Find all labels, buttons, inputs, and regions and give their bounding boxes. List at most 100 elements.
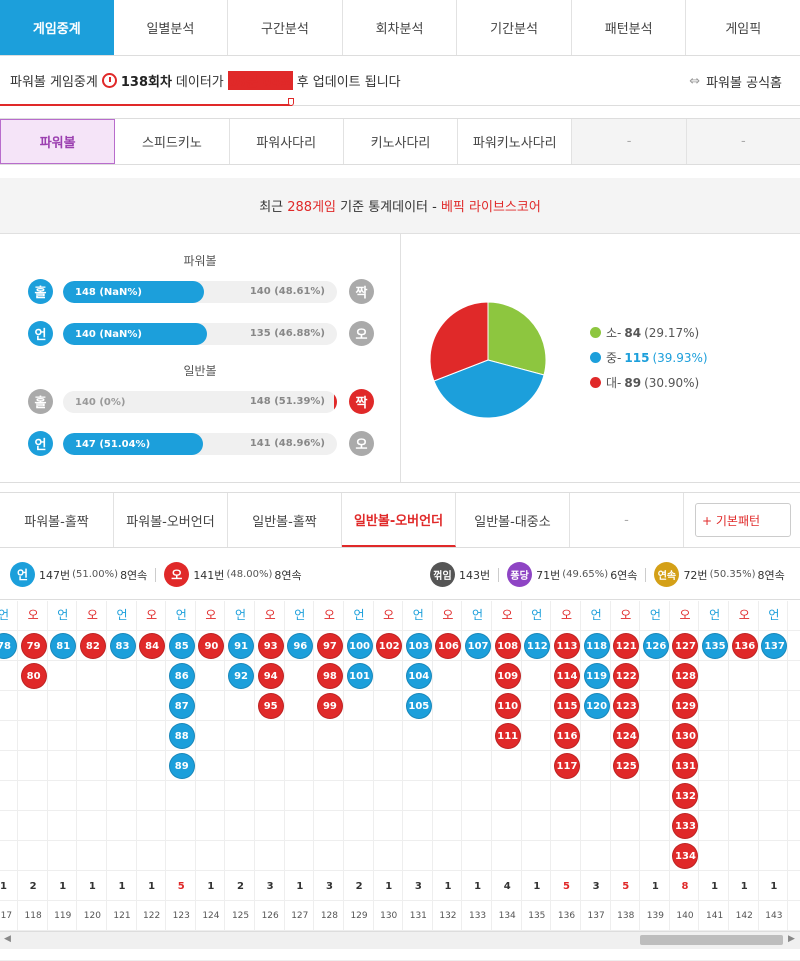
grid-column: 언 100 101 2 129 xyxy=(345,601,374,931)
base-pattern-button[interactable]: + 기본패턴 xyxy=(695,503,791,537)
column-header: 언 xyxy=(412,608,424,622)
column-header: 언 xyxy=(709,608,721,622)
analysis-tab-4[interactable]: 일반볼-오버언더 xyxy=(342,493,456,547)
result-ball: 98 xyxy=(316,663,343,689)
result-ball: 111 xyxy=(494,723,521,749)
grid-column: 언 81 1 119 xyxy=(48,601,78,931)
result-ball: 107 xyxy=(465,633,492,659)
grid-line xyxy=(0,660,800,661)
round-number: 127 xyxy=(291,911,309,921)
game-tab-5[interactable]: 파워키노사다리 xyxy=(458,119,573,164)
over-pct: (48.00%) xyxy=(226,569,273,580)
column-header: 언 xyxy=(294,608,306,622)
tab-1[interactable]: 게임중계 xyxy=(0,0,114,55)
column-header: 오 xyxy=(383,608,395,622)
grid-column: 언 103 104 105 3 131 xyxy=(404,601,433,931)
result-ball: 132 xyxy=(672,783,699,809)
result-ball: 103 xyxy=(405,633,432,659)
legend-label: 소 xyxy=(606,326,618,340)
under-badge: 언 xyxy=(10,562,35,587)
result-ball: 130 xyxy=(672,723,699,749)
column-header: 언 xyxy=(116,608,128,622)
legend-value: 89 xyxy=(624,375,642,390)
game-tab-2[interactable]: 스피드키노 xyxy=(115,119,230,164)
streak-pct: (50.35%) xyxy=(709,569,756,580)
streak-count: 72번 xyxy=(683,568,708,582)
main-tabs: 게임중계 일별분석 구간분석 회차분석 기간분석 패턴분석 게임픽 xyxy=(0,0,800,56)
tab-7[interactable]: 게임픽 xyxy=(725,22,762,37)
scroll-left-arrow-icon[interactable]: ◀ xyxy=(4,934,11,944)
grid-column: 언 137 1 143 xyxy=(759,601,789,931)
result-ball: 126 xyxy=(642,633,669,659)
result-ball: 113 xyxy=(553,633,580,659)
pattern-grid: 언781117오79802118언811119오821120언831121오84… xyxy=(0,601,800,961)
tab-3[interactable]: 구간분석 xyxy=(228,0,343,55)
result-ball: 118 xyxy=(583,633,610,659)
status-mid: 데이터가 xyxy=(175,75,224,90)
round-number: 124 xyxy=(202,911,220,921)
game-tab-6[interactable]: - xyxy=(572,119,687,164)
under-summary: 언 147번 (51.00%) 8연속 오 141번 (48.00%) 8연속 xyxy=(10,562,302,587)
streak-count: 1 xyxy=(148,881,156,892)
legend-label: 중 xyxy=(606,351,618,365)
streak-count: 1 xyxy=(651,881,659,892)
round-number: 140 xyxy=(676,911,694,921)
result-ball: 97 xyxy=(316,633,343,659)
separator xyxy=(498,567,500,582)
stat-row: 언 147 (51.04%) 141 (48.96%) 오 xyxy=(28,430,374,456)
game-tab-4[interactable]: 키노사다리 xyxy=(343,119,459,164)
horizontal-scrollbar[interactable] xyxy=(0,931,800,949)
right-win-marker xyxy=(334,391,337,413)
streak-count: 3 xyxy=(325,881,333,892)
pattern-summary: 언 147번 (51.00%) 8연속 오 141번 (48.00%) 8연속 … xyxy=(0,548,800,600)
analysis-tab-6[interactable]: - xyxy=(570,493,684,547)
grid-line xyxy=(0,840,800,841)
streak-count: 3 xyxy=(266,881,274,892)
analysis-tab-5[interactable]: 일반볼-대중소 xyxy=(456,493,570,547)
game-tab-3[interactable]: 파워사다리 xyxy=(229,119,344,164)
tab-5[interactable]: 기간분석 xyxy=(457,0,572,55)
stats-header: 최근 288게임 기준 통계데이터 - 베픽 라이브스코어 xyxy=(0,178,800,234)
streak-count: 5 xyxy=(562,881,570,892)
column-header: 언 xyxy=(649,608,661,622)
result-ball: 134 xyxy=(672,843,699,869)
streak-count: 2 xyxy=(355,881,363,892)
tab-2[interactable]: 일별분석 xyxy=(114,0,229,55)
column-header: 언 xyxy=(590,608,602,622)
scroll-right-arrow-icon[interactable]: ▶ xyxy=(788,934,795,944)
analysis-tab-3[interactable]: 일반볼-홀짝 xyxy=(228,493,342,547)
streak-count: 1 xyxy=(711,881,719,892)
result-ball: 93 xyxy=(257,633,284,659)
game-tab-1[interactable]: 파워볼 xyxy=(0,119,116,164)
legend-pct: (30.90%) xyxy=(644,375,700,390)
analysis-tab-1[interactable]: 파워볼-홀짝 xyxy=(0,493,114,547)
grid-column: 오 106 1 132 xyxy=(433,601,463,931)
grid-column: 언 83 1 121 xyxy=(108,601,137,931)
analysis-tab-2[interactable]: 파워볼-오버언더 xyxy=(114,493,228,547)
column-header: 오 xyxy=(27,608,39,622)
streak-count: 1 xyxy=(533,881,541,892)
tab-6[interactable]: 패턴분석 xyxy=(572,0,687,55)
result-ball: 116 xyxy=(553,723,580,749)
pie-slice-2 xyxy=(433,359,545,419)
game-tab-7[interactable]: - xyxy=(686,119,800,164)
left-badge: 언 xyxy=(28,431,53,456)
round-number: 122 xyxy=(143,911,161,921)
result-ball: 119 xyxy=(583,663,610,689)
official-site-link[interactable]: ⇔ 파워볼 공식홈 xyxy=(689,72,782,91)
tab-4[interactable]: 회차분석 xyxy=(343,0,458,55)
grid-column: 오 127 128 129 130 131 132 133 134 8 140 xyxy=(670,601,700,931)
legend-dot xyxy=(590,377,601,388)
right-badge: 짝 xyxy=(349,279,374,304)
legend-sep: - xyxy=(617,350,622,365)
status-suffix: 후 업데이트 됩니다 xyxy=(296,75,401,90)
grid-column: 언 78 1 117 xyxy=(0,601,18,931)
streak-count: 1 xyxy=(59,881,67,892)
streak-count: 1 xyxy=(444,881,452,892)
result-ball: 96 xyxy=(287,633,314,659)
grid-line xyxy=(0,630,800,631)
result-ball: 86 xyxy=(168,663,195,689)
scrollbar-thumb[interactable] xyxy=(640,935,783,945)
legend-label: 대 xyxy=(606,376,618,390)
streak-count: 1 xyxy=(207,881,215,892)
